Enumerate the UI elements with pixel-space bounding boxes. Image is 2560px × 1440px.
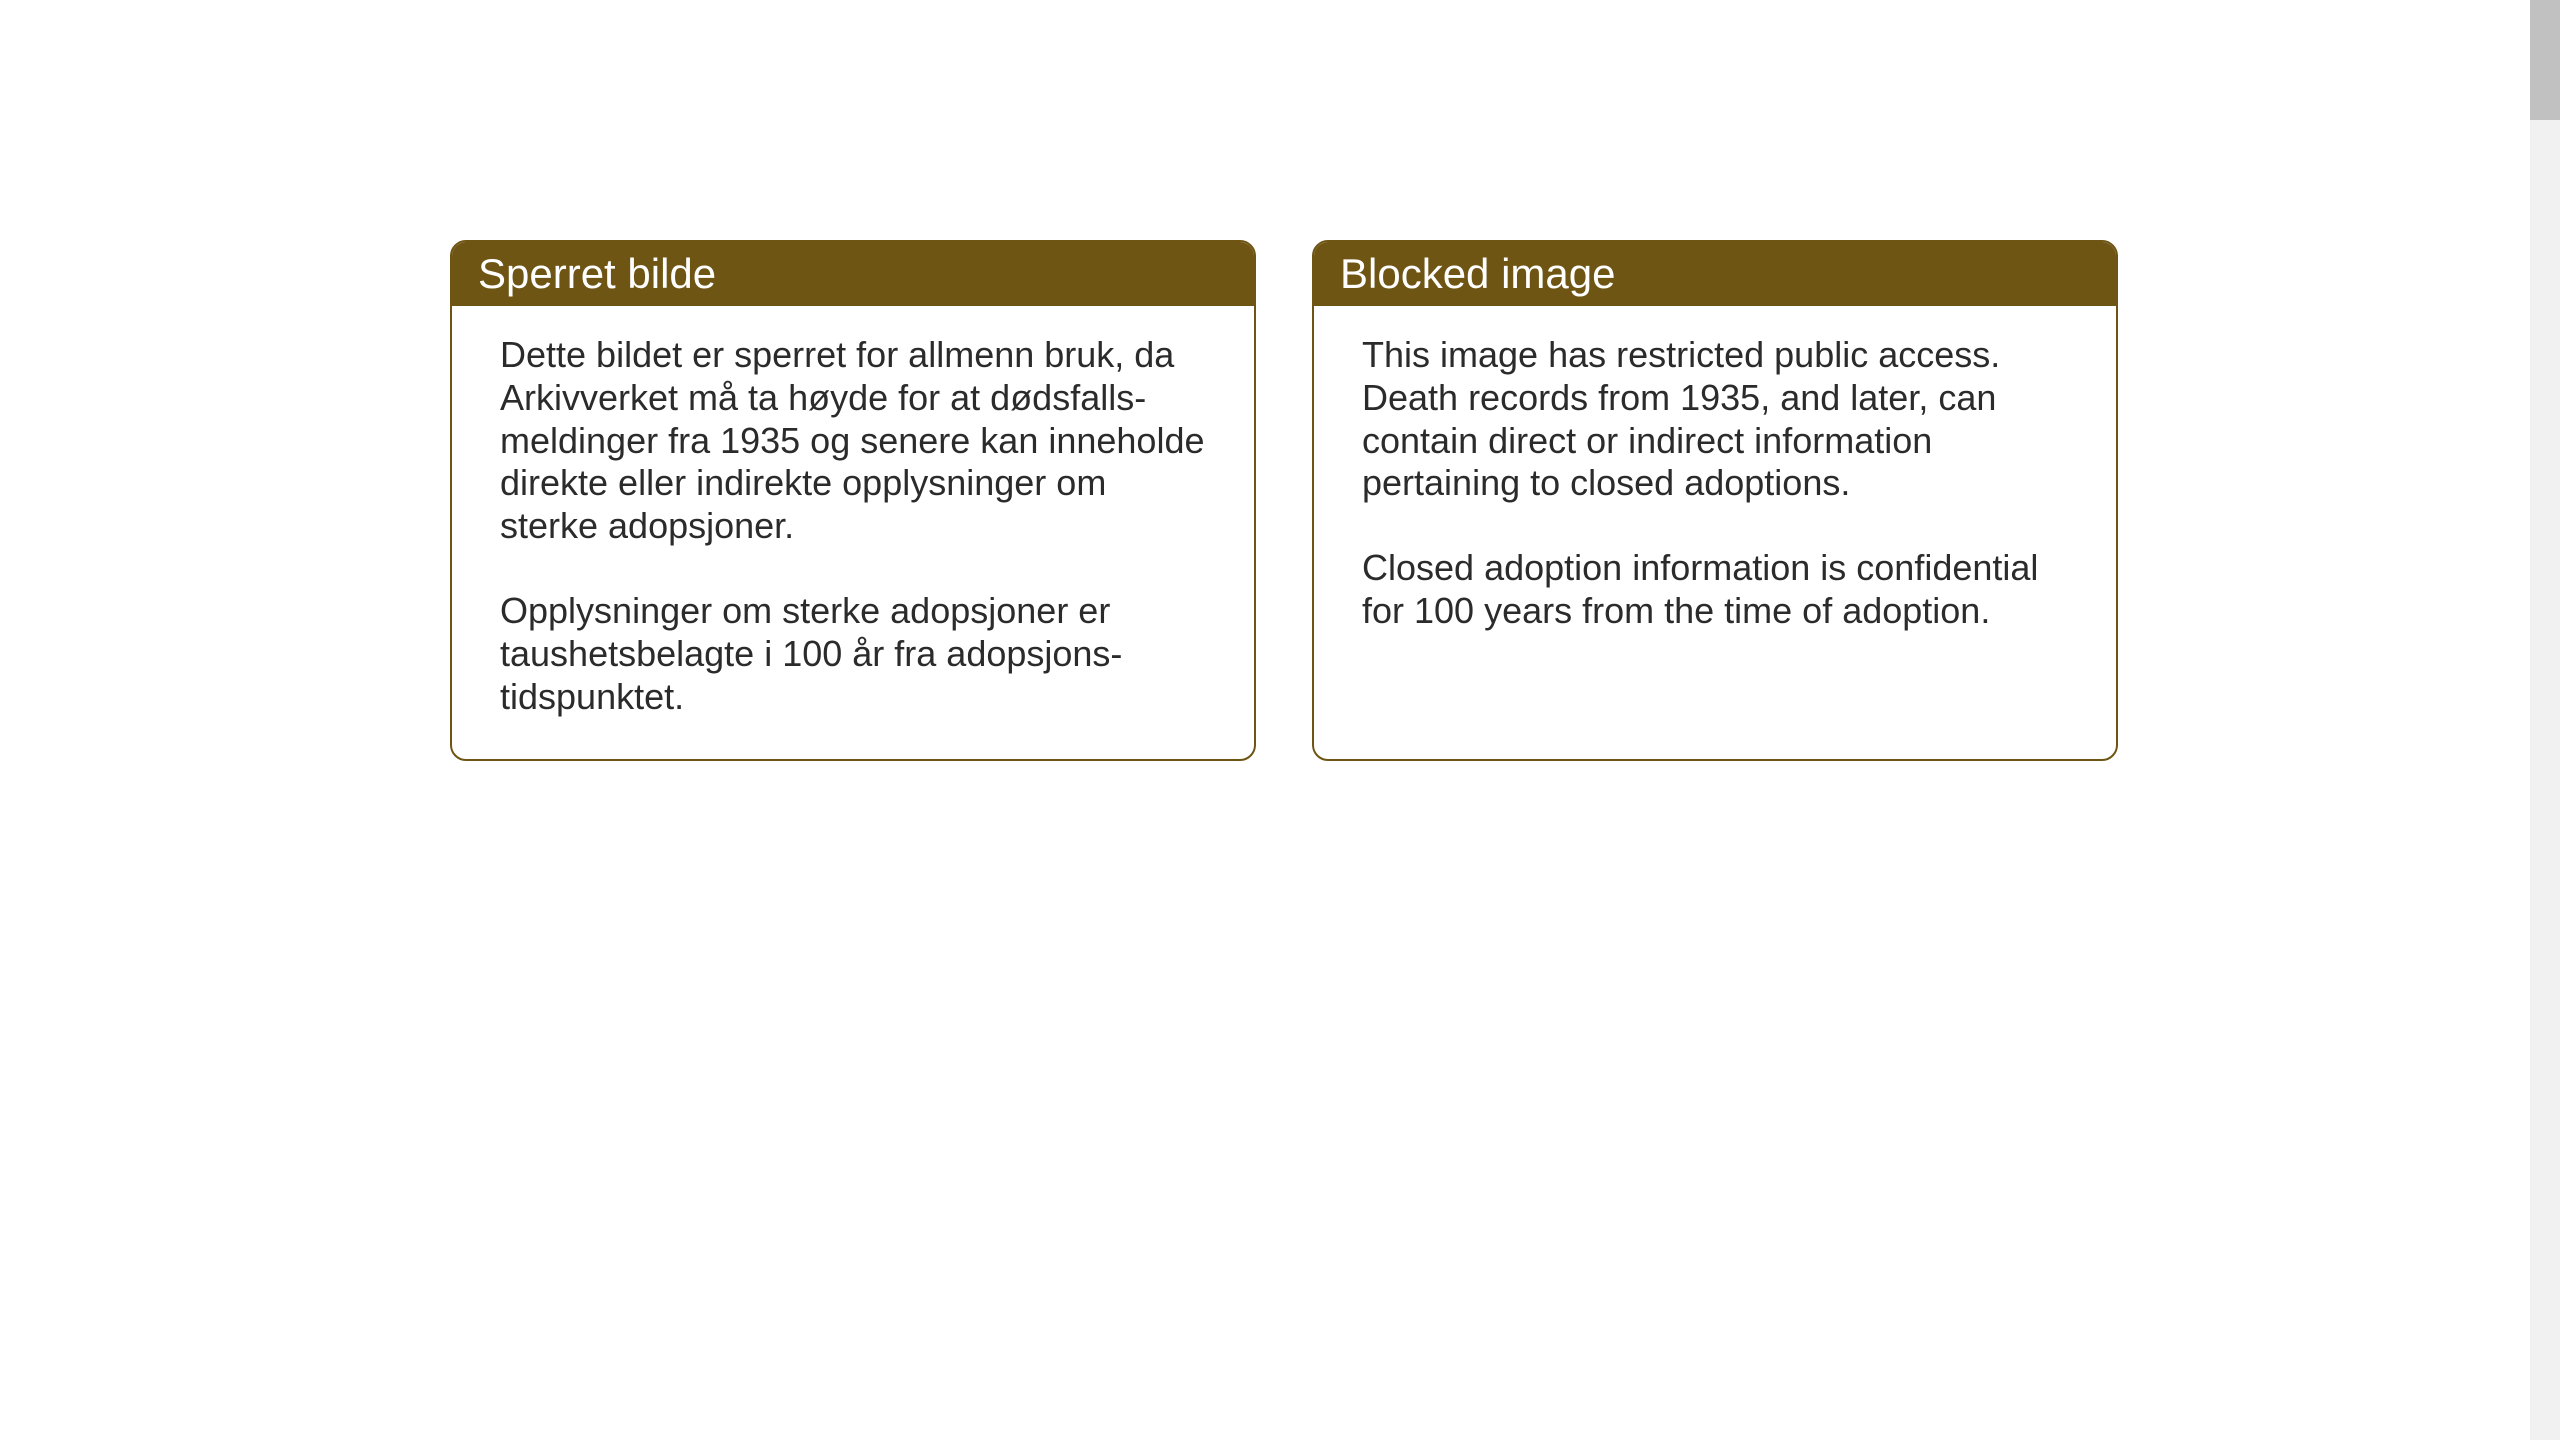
card-header-norwegian: Sperret bilde: [452, 242, 1254, 306]
card-header-english: Blocked image: [1314, 242, 2116, 306]
scrollbar-track[interactable]: [2530, 0, 2560, 1440]
card-title-norwegian: Sperret bilde: [478, 250, 716, 297]
paragraph-2-english: Closed adoption information is confident…: [1362, 547, 2068, 633]
notice-card-norwegian: Sperret bilde Dette bildet er sperret fo…: [450, 240, 1256, 761]
card-body-english: This image has restricted public access.…: [1314, 306, 2116, 673]
paragraph-2-norwegian: Opplysninger om sterke adopsjoner er tau…: [500, 590, 1206, 718]
notice-container: Sperret bilde Dette bildet er sperret fo…: [450, 240, 2118, 761]
card-body-norwegian: Dette bildet er sperret for allmenn bruk…: [452, 306, 1254, 759]
notice-card-english: Blocked image This image has restricted …: [1312, 240, 2118, 761]
paragraph-1-norwegian: Dette bildet er sperret for allmenn bruk…: [500, 334, 1206, 548]
paragraph-1-english: This image has restricted public access.…: [1362, 334, 2068, 505]
scrollbar-thumb[interactable]: [2530, 0, 2560, 120]
card-title-english: Blocked image: [1340, 250, 1615, 297]
